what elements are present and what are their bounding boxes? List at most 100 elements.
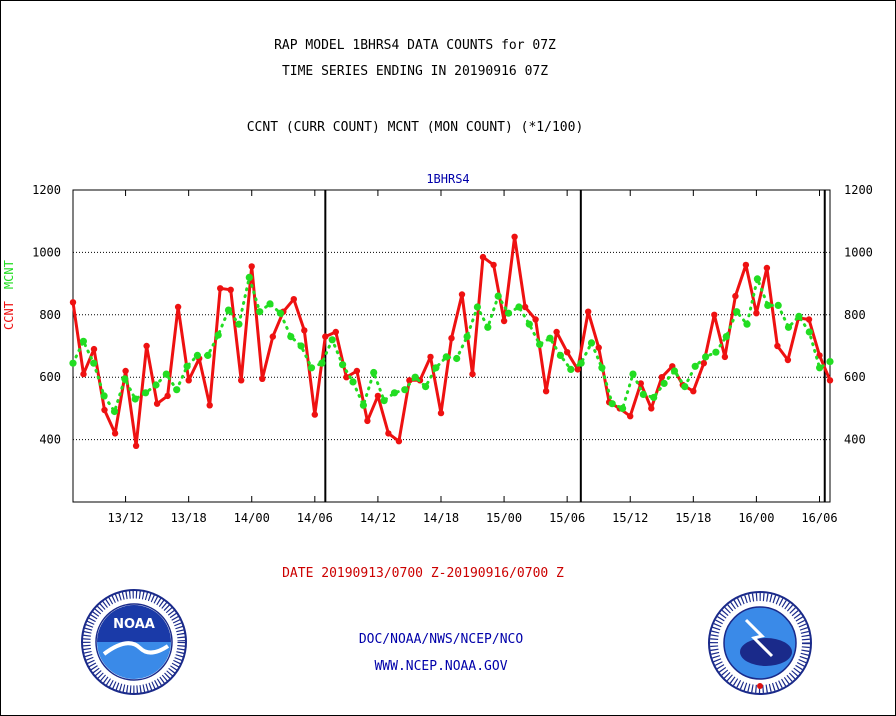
data-point-mcnt: [79, 337, 87, 345]
x-tick-label: 14/18: [423, 511, 459, 525]
data-point-ccnt: [227, 286, 234, 293]
data-point-ccnt: [805, 316, 813, 323]
data-point-ccnt: [269, 333, 276, 340]
data-point-ccnt: [564, 349, 571, 356]
data-point-ccnt: [595, 344, 602, 351]
data-point-ccnt: [395, 438, 403, 445]
data-point-ccnt: [490, 261, 497, 269]
data-point-ccnt: [763, 264, 771, 272]
data-point-mcnt: [753, 275, 762, 283]
data-point-mcnt: [245, 273, 253, 281]
data-point-mcnt: [401, 386, 409, 394]
x-tick-label: 15/06: [549, 511, 585, 525]
data-point-mcnt: [110, 407, 119, 416]
data-point-mcnt: [639, 390, 647, 398]
noaa-logo: NOAA: [81, 589, 187, 695]
data-point-ccnt: [553, 328, 560, 336]
data-point-mcnt: [764, 301, 772, 309]
data-point-mcnt: [266, 300, 274, 308]
footer-url[interactable]: WWW.NCEP.NOAA.GOV: [374, 659, 508, 674]
y-tick-label-right: 800: [844, 308, 866, 322]
data-point-mcnt: [100, 392, 108, 400]
panel-label: 1BHRS4: [426, 172, 470, 186]
data-point-ccnt: [111, 430, 119, 437]
data-point-mcnt: [297, 342, 305, 350]
x-tick-label: 13/18: [171, 511, 207, 525]
data-point-mcnt: [681, 383, 689, 391]
data-point-mcnt: [722, 333, 730, 341]
data-point-ccnt: [648, 405, 655, 412]
data-point-mcnt: [670, 367, 679, 375]
data-point-mcnt: [256, 308, 264, 316]
data-point-mcnt: [307, 364, 316, 372]
data-point-mcnt: [318, 359, 326, 367]
data-point-ccnt: [206, 402, 213, 409]
data-point-ccnt: [711, 311, 718, 318]
data-point-ccnt: [427, 353, 434, 361]
x-tick-label: 15/12: [612, 511, 648, 525]
y-tick-label-right: 1200: [844, 183, 873, 197]
data-point-ccnt: [784, 356, 792, 364]
data-point-ccnt: [132, 442, 140, 449]
data-point-ccnt: [185, 377, 192, 384]
data-point-ccnt: [532, 316, 539, 323]
data-point-mcnt: [608, 400, 616, 408]
data-point-ccnt: [721, 353, 729, 361]
data-point-ccnt: [774, 342, 781, 350]
x-tick-label: 14/06: [297, 511, 333, 525]
data-point-mcnt: [650, 393, 658, 402]
data-point-mcnt: [380, 397, 388, 405]
data-point-ccnt: [343, 374, 350, 381]
data-point-mcnt: [328, 336, 336, 344]
data-point-mcnt: [587, 339, 596, 347]
data-point-mcnt: [224, 306, 233, 314]
data-point-mcnt: [90, 359, 98, 367]
data-point-mcnt: [567, 365, 575, 373]
data-point-ccnt: [437, 409, 445, 417]
y-tick-label-right: 400: [844, 433, 866, 447]
plot-frame: [72, 189, 831, 503]
data-point-mcnt: [432, 364, 440, 372]
data-point-ccnt: [700, 360, 707, 367]
data-point-ccnt: [458, 291, 466, 298]
footer-org: DOC/NOAA/NWS/NCEP/NCO: [358, 632, 524, 647]
data-point-mcnt: [235, 320, 243, 328]
data-point-mcnt: [733, 308, 741, 316]
data-point-mcnt: [121, 375, 129, 383]
data-point-ccnt: [511, 233, 518, 240]
data-point-mcnt: [359, 401, 367, 409]
data-point-mcnt: [131, 395, 139, 403]
data-point-mcnt: [463, 333, 471, 341]
data-point-ccnt: [690, 388, 697, 395]
data-point-ccnt: [69, 299, 77, 306]
data-point-mcnt: [816, 364, 824, 372]
data-point-mcnt: [69, 359, 77, 367]
data-point-mcnt: [162, 370, 170, 378]
data-point-ccnt: [826, 377, 834, 384]
data-point-ccnt: [521, 303, 529, 311]
nws-logo: [708, 591, 812, 695]
data-point-ccnt: [259, 375, 266, 382]
data-point-mcnt: [453, 354, 461, 363]
data-point-mcnt: [525, 320, 533, 328]
data-point-ccnt: [322, 333, 329, 340]
data-point-mcnt: [515, 303, 523, 311]
data-point-mcnt: [774, 301, 782, 309]
data-point-ccnt: [153, 400, 161, 407]
data-point-mcnt: [422, 383, 430, 391]
svg-text:NOAA: NOAA: [113, 617, 155, 632]
data-point-mcnt: [276, 309, 284, 317]
chart-title-line2: TIME SERIES ENDING IN 20190916 07Z: [281, 64, 549, 79]
data-point-ccnt: [364, 417, 371, 425]
y-tick-label-left: 800: [39, 308, 61, 322]
data-point-ccnt: [174, 303, 182, 311]
data-point-mcnt: [173, 386, 181, 394]
data-point-ccnt: [122, 367, 129, 375]
data-point-mcnt: [214, 331, 222, 339]
data-point-mcnt: [629, 370, 637, 378]
data-point-ccnt: [90, 345, 98, 353]
y-tick-label-right: 1000: [844, 245, 873, 259]
x-tick-label: 16/06: [801, 511, 837, 525]
data-point-mcnt: [598, 364, 606, 372]
